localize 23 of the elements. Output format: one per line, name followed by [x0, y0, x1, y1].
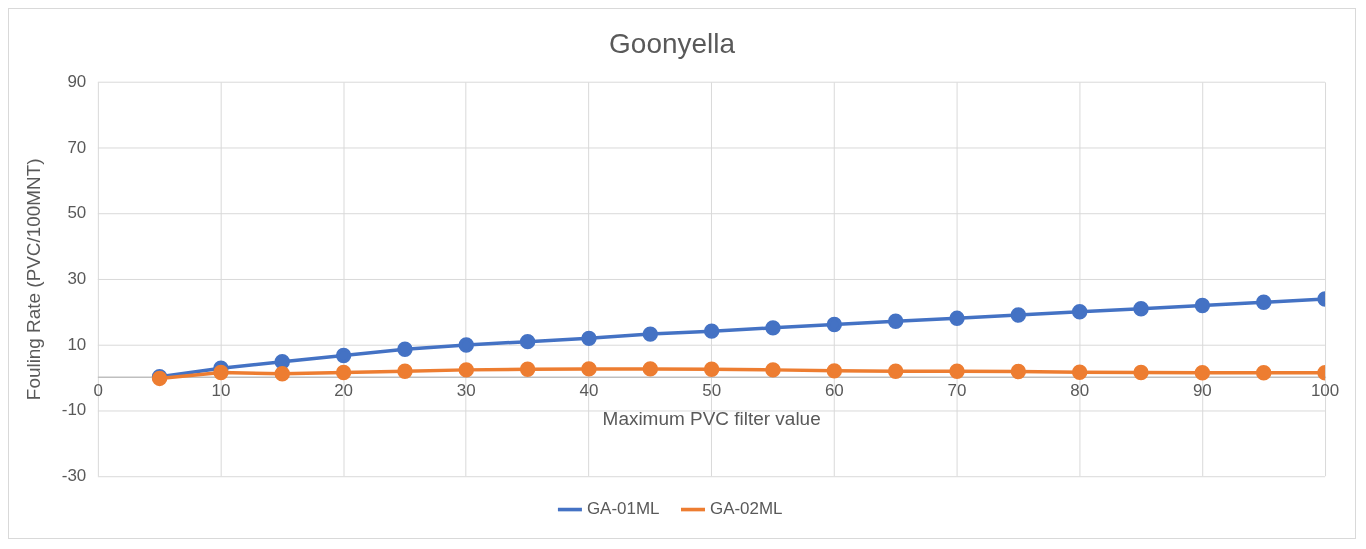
x-tick-label: 80: [1070, 380, 1090, 400]
x-tick-label: 90: [1192, 380, 1212, 400]
legend-label: GA-02ML: [709, 499, 783, 519]
x-tick-label: 70: [947, 380, 967, 400]
y-tick-label: 50: [67, 203, 87, 223]
y-tick-label: -10: [61, 400, 87, 420]
chart-title: Goonyella: [609, 28, 736, 60]
x-tick-label: 30: [456, 380, 476, 400]
x-tick-label: 50: [702, 380, 722, 400]
y-tick-label: 90: [67, 72, 87, 91]
x-tick-label: 40: [579, 380, 599, 400]
y-axis-title: Fouling Rate (PVC/100MNT): [22, 158, 44, 401]
y-tick-label: -30: [61, 465, 87, 485]
y-tick-label: 70: [67, 137, 87, 157]
y-tick-label: 30: [67, 268, 87, 288]
x-tick-label: 10: [211, 380, 231, 400]
legend-label: GA-01ML: [586, 499, 660, 519]
x-axis-title: Maximum PVC filter value: [602, 407, 821, 429]
x-tick-label: 100: [1310, 380, 1340, 400]
x-tick-label: 20: [334, 380, 354, 400]
x-tick-label: 0: [93, 380, 103, 400]
y-tick-label: 10: [67, 334, 87, 354]
x-tick-label: 60: [824, 380, 844, 400]
